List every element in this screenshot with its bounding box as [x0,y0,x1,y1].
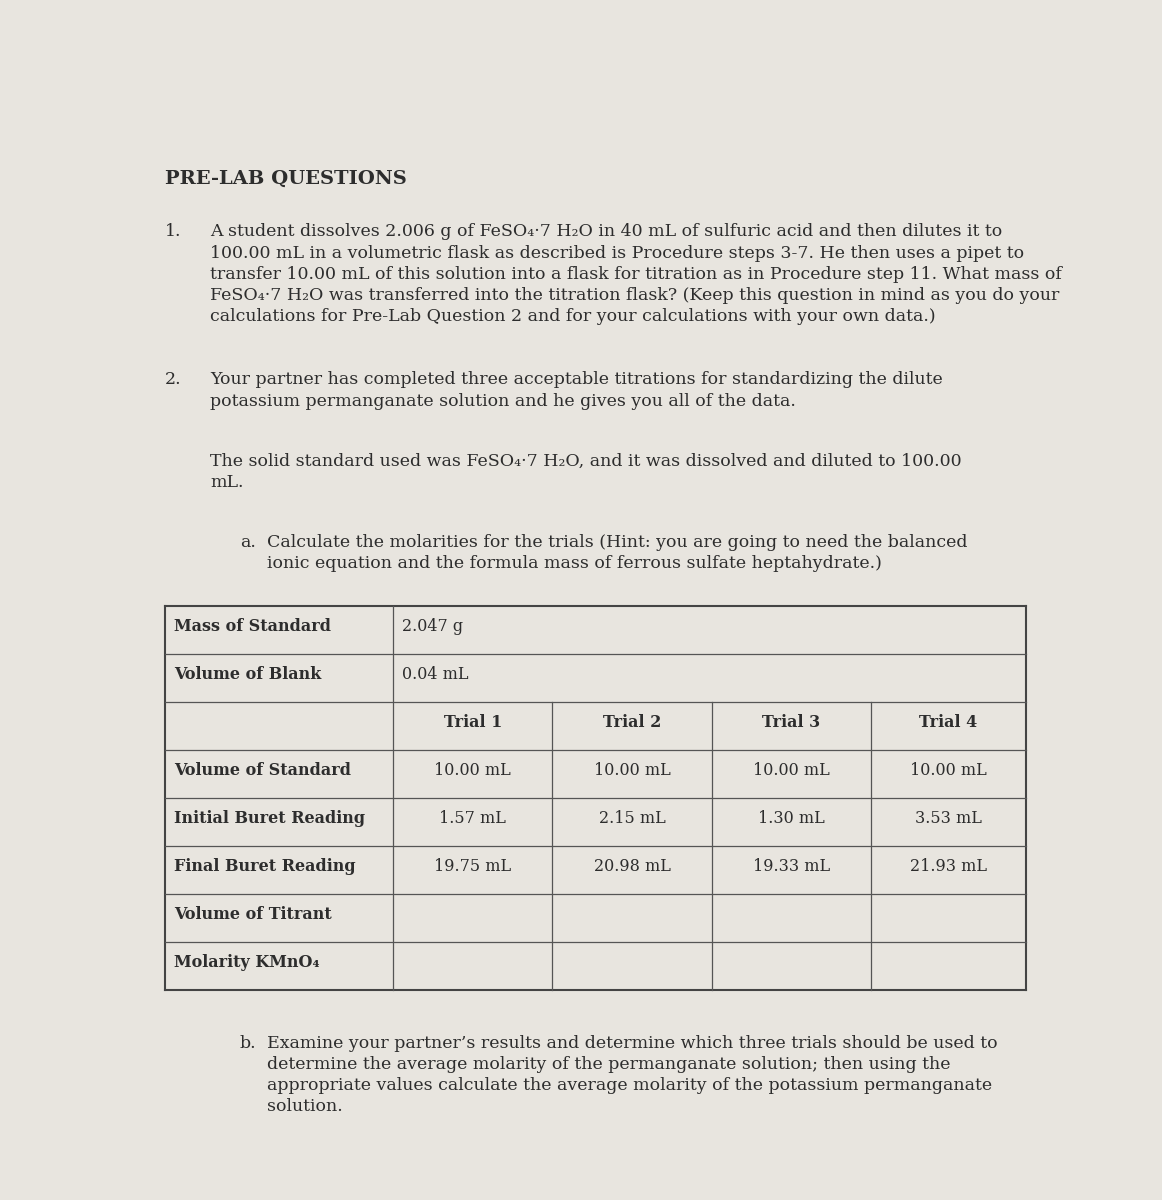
Text: 1.57 mL: 1.57 mL [439,810,507,827]
Text: FeSO₄·7 H₂O was transferred into the titration flask? (Keep this question in min: FeSO₄·7 H₂O was transferred into the tit… [210,287,1060,305]
Text: 3.53 mL: 3.53 mL [914,810,982,827]
Text: 2.: 2. [165,371,181,389]
Text: The solid standard used was FeSO₄·7 H₂O, and it was dissolved and diluted to 100: The solid standard used was FeSO₄·7 H₂O,… [210,452,962,469]
Text: 1.30 mL: 1.30 mL [758,810,825,827]
Text: 20.98 mL: 20.98 mL [594,858,670,875]
Text: 19.75 mL: 19.75 mL [435,858,511,875]
Text: Mass of Standard: Mass of Standard [174,618,331,635]
Text: PRE-LAB QUESTIONS: PRE-LAB QUESTIONS [165,170,407,188]
Text: 10.00 mL: 10.00 mL [435,762,511,779]
Text: determine the average molarity of the permanganate solution; then using the: determine the average molarity of the pe… [267,1056,951,1073]
Text: 10.00 mL: 10.00 mL [753,762,830,779]
Text: 10.00 mL: 10.00 mL [910,762,987,779]
Text: Your partner has completed three acceptable titrations for standardizing the dil: Your partner has completed three accepta… [210,371,942,389]
Text: Volume of Blank: Volume of Blank [174,666,322,683]
Text: b.: b. [239,1034,257,1051]
Text: 10.00 mL: 10.00 mL [594,762,670,779]
Text: mL.: mL. [210,474,244,491]
Text: Trial 2: Trial 2 [603,714,661,731]
Text: transfer 10.00 mL of this solution into a flask for titration as in Procedure st: transfer 10.00 mL of this solution into … [210,266,1062,283]
Text: A student dissolves 2.006 g of FeSO₄·7 H₂O in 40 mL of sulfuric acid and then di: A student dissolves 2.006 g of FeSO₄·7 H… [210,223,1003,240]
Text: Trial 1: Trial 1 [444,714,502,731]
Text: potassium permanganate solution and he gives you all of the data.: potassium permanganate solution and he g… [210,392,796,409]
Text: 100.00 mL in a volumetric flask as described is Procedure steps 3-7. He then use: 100.00 mL in a volumetric flask as descr… [210,245,1024,262]
Text: appropriate values calculate the average molarity of the potassium permanganate: appropriate values calculate the average… [267,1078,992,1094]
Text: Trial 4: Trial 4 [919,714,977,731]
Text: Calculate the molarities for the trials (Hint: you are going to need the balance: Calculate the molarities for the trials … [267,534,967,551]
Text: a.: a. [239,534,256,551]
Text: ionic equation and the formula mass of ferrous sulfate heptahydrate.): ionic equation and the formula mass of f… [267,556,882,572]
Text: Final Buret Reading: Final Buret Reading [174,858,356,875]
Text: 2.15 mL: 2.15 mL [598,810,666,827]
Text: 2.047 g: 2.047 g [402,618,464,635]
Text: solution.: solution. [267,1098,343,1116]
Text: 21.93 mL: 21.93 mL [910,858,987,875]
Text: Trial 3: Trial 3 [762,714,820,731]
Text: calculations for Pre-Lab Question 2 and for your calculations with your own data: calculations for Pre-Lab Question 2 and … [210,308,935,325]
Text: Initial Buret Reading: Initial Buret Reading [174,810,365,827]
Text: 0.04 mL: 0.04 mL [402,666,468,683]
Text: Molarity KMnO₄: Molarity KMnO₄ [174,954,320,971]
Text: Examine your partner’s results and determine which three trials should be used t: Examine your partner’s results and deter… [267,1034,997,1051]
Text: Volume of Standard: Volume of Standard [174,762,351,779]
Text: Volume of Titrant: Volume of Titrant [174,906,332,923]
Text: 19.33 mL: 19.33 mL [753,858,830,875]
Text: 1.: 1. [165,223,181,240]
